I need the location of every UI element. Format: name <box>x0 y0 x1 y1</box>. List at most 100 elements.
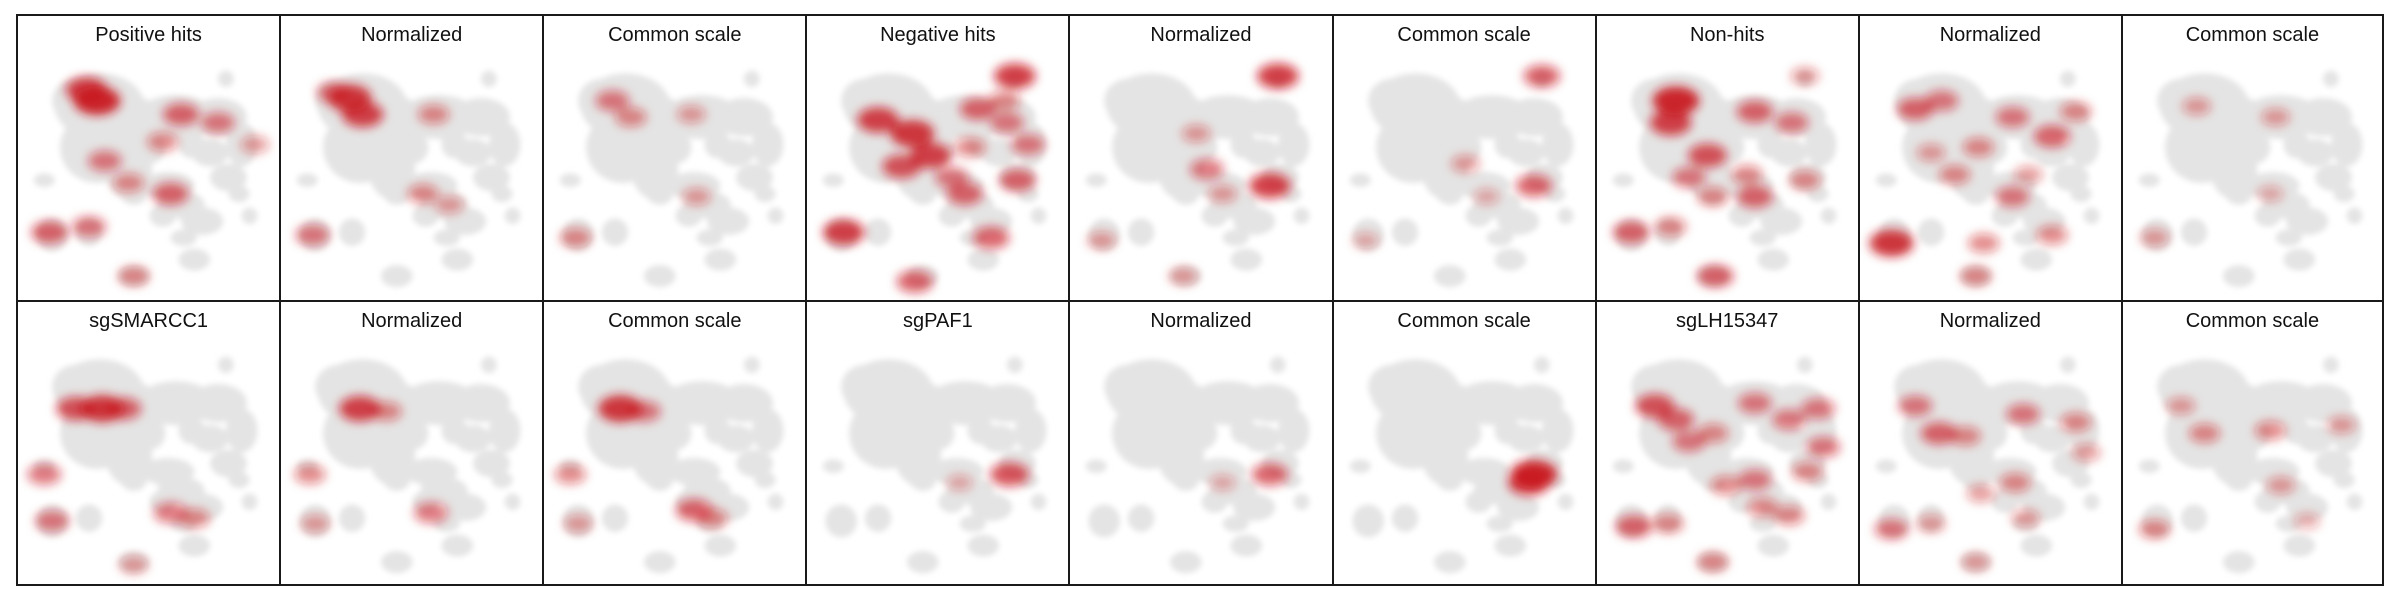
umap-panel: Normalized <box>279 14 545 302</box>
signal-layer <box>1612 67 1821 288</box>
embedding-island <box>938 204 966 227</box>
density-map <box>823 63 1047 293</box>
embedding-island <box>2293 383 2352 423</box>
embedding-island <box>1962 182 1989 205</box>
signal-hotspot <box>1967 233 2000 253</box>
signal-layer <box>1210 463 1289 491</box>
embedding-island <box>441 534 474 557</box>
embedding-island <box>744 356 760 374</box>
embedding-island <box>1728 204 1755 227</box>
signal-hotspot <box>87 150 122 172</box>
signal-hotspot <box>946 182 984 206</box>
signal-hotspot <box>1995 186 2030 208</box>
embedding-island <box>1391 504 1418 532</box>
signal-hotspot <box>615 107 647 127</box>
density-map <box>294 356 521 574</box>
signal-hotspot <box>1709 475 1742 495</box>
embedding-island <box>959 515 987 532</box>
signal-hotspot <box>960 97 997 121</box>
signal-hotspot <box>1011 134 1046 155</box>
embedding-island <box>2333 471 2355 489</box>
signal-hotspot <box>946 474 973 491</box>
embedding-island <box>1223 229 1250 246</box>
signal-hotspot <box>677 105 706 124</box>
embedding-island <box>970 207 1013 235</box>
signal-hotspot <box>1773 505 1805 526</box>
signal-hotspot <box>1949 426 1981 446</box>
embedding-island <box>707 207 750 235</box>
embedding-background <box>1349 356 1573 574</box>
embedding-island <box>481 356 497 374</box>
embedding-island <box>433 229 461 246</box>
embedding-island <box>441 416 468 445</box>
embedding-island <box>967 248 1000 271</box>
signal-hotspot <box>989 91 1021 111</box>
umap-panel: Common scale <box>2120 14 2384 302</box>
embedding-island <box>444 207 487 235</box>
panel-title: Normalized <box>1150 310 1252 332</box>
embedding-island <box>967 534 1000 557</box>
umap-panel: Normalized <box>1068 14 1334 302</box>
signal-hotspot <box>857 107 900 133</box>
embedding-island <box>2238 130 2271 164</box>
embedding-island <box>2225 468 2252 491</box>
signal-hotspot <box>1898 395 1932 417</box>
panel-title: Common scale <box>608 24 742 46</box>
embedding-island <box>1820 493 1837 511</box>
embedding-island <box>338 504 366 532</box>
embedding-island <box>752 408 784 453</box>
signal-hotspot <box>1190 158 1225 180</box>
signal-hotspot <box>682 187 712 206</box>
signal-hotspot <box>2294 512 2321 529</box>
embedding-island <box>1173 468 1200 491</box>
embedding-island <box>659 416 692 450</box>
embedding-island <box>1086 459 1108 474</box>
embedding-island <box>2020 248 2052 271</box>
signal-hotspot <box>1652 86 1699 116</box>
signal-hotspot <box>2011 509 2040 528</box>
embedding-island <box>1223 515 1250 532</box>
signal-hotspot <box>595 90 630 112</box>
embedding-island <box>1349 459 1371 474</box>
embedding-island <box>473 163 511 192</box>
umap-panel: Positive hits <box>16 14 282 302</box>
embedding-island <box>1241 97 1300 137</box>
embedding-island <box>2283 534 2315 557</box>
signal-hotspot <box>240 135 270 154</box>
panel-title: Common scale <box>2185 24 2320 46</box>
embedding-island <box>504 493 521 511</box>
signal-hotspot <box>954 137 987 157</box>
signal-hotspot <box>1800 398 1835 420</box>
umap-panel: Normalized <box>1857 14 2123 302</box>
panel-title: sgLH15347 <box>1676 310 1779 332</box>
embedding-island <box>441 248 474 271</box>
signal-hotspot <box>999 168 1037 192</box>
panel-title: Non-hits <box>1689 24 1765 46</box>
embedding-island <box>1504 97 1563 137</box>
signal-hotspot <box>2140 228 2169 247</box>
signal-hotspot <box>2182 97 2211 115</box>
embedding-island <box>2030 383 2089 423</box>
signal-hotspot <box>1169 267 1198 285</box>
embedding-island <box>1436 182 1463 205</box>
signal-hotspot <box>1788 170 1821 190</box>
density-map <box>1086 63 1310 288</box>
embedding-island <box>1230 130 1258 159</box>
embedding-island <box>1991 204 2018 227</box>
signal-layer <box>823 63 1046 293</box>
embedding-island <box>178 416 205 445</box>
embedding-island <box>491 471 513 489</box>
embedding-island <box>970 493 1013 521</box>
embedding-island <box>909 468 937 491</box>
embedding-island <box>1294 493 1310 511</box>
signal-hotspot <box>1249 172 1292 199</box>
signal-layer <box>554 395 729 533</box>
panel-title: Common scale <box>608 310 742 332</box>
signal-hotspot <box>1657 408 1694 431</box>
signal-layer <box>1874 395 2101 571</box>
signal-hotspot <box>2188 423 2221 443</box>
signal-hotspot <box>1652 514 1684 534</box>
embedding-island <box>2222 551 2255 574</box>
signal-layer <box>295 82 464 246</box>
embedding-island <box>2330 122 2363 167</box>
